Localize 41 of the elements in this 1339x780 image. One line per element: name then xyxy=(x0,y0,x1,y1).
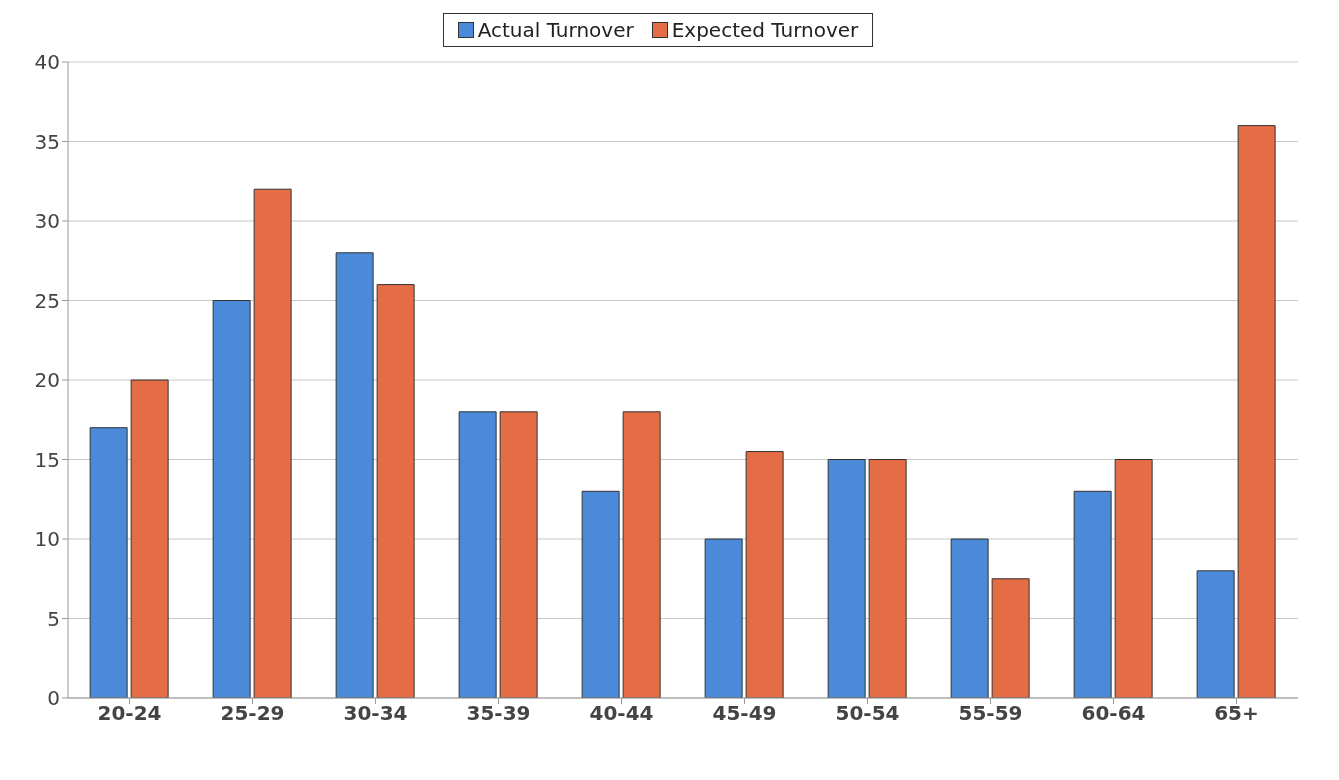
x-tick-label: 65+ xyxy=(1214,701,1259,726)
bar xyxy=(1237,125,1276,698)
y-tick-label: 35 xyxy=(34,129,60,154)
bar xyxy=(1073,490,1112,698)
y-tick-label: 30 xyxy=(34,209,60,234)
bar xyxy=(89,427,128,698)
legend-label: Expected Turnover xyxy=(670,18,859,42)
y-tick-label: 0 xyxy=(47,686,60,711)
bar xyxy=(376,284,415,698)
x-tick-label: 25-29 xyxy=(220,701,285,726)
bar xyxy=(130,379,169,698)
x-tick-label: 20-24 xyxy=(97,701,162,726)
x-tick-label: 40-44 xyxy=(589,701,654,726)
x-tick-label: 55-59 xyxy=(958,701,1023,726)
bar xyxy=(253,188,292,698)
legend-label: Actual Turnover xyxy=(476,18,634,42)
bar xyxy=(827,459,866,698)
x-tick-label: 30-34 xyxy=(343,701,408,726)
x-tick-label: 45-49 xyxy=(712,701,777,726)
y-tick-label: 20 xyxy=(34,368,60,393)
y-tick-label: 15 xyxy=(34,447,60,472)
y-tick-label: 40 xyxy=(34,50,60,75)
bar xyxy=(950,538,989,698)
bar xyxy=(991,578,1030,698)
y-tick-label: 5 xyxy=(47,606,60,631)
bar xyxy=(1196,570,1235,698)
bar xyxy=(745,451,784,698)
bar xyxy=(335,252,374,698)
y-tick-label: 25 xyxy=(34,288,60,313)
x-tick-label: 60-64 xyxy=(1081,701,1146,726)
bar xyxy=(1114,459,1153,698)
y-tick-label: 10 xyxy=(34,527,60,552)
x-tick-label: 35-39 xyxy=(466,701,531,726)
bar xyxy=(499,411,538,698)
bar xyxy=(581,490,620,698)
bar xyxy=(458,411,497,698)
bar xyxy=(622,411,661,698)
x-tick-label: 50-54 xyxy=(835,701,900,726)
bar xyxy=(212,300,251,698)
bar xyxy=(704,538,743,698)
bar xyxy=(868,459,907,698)
